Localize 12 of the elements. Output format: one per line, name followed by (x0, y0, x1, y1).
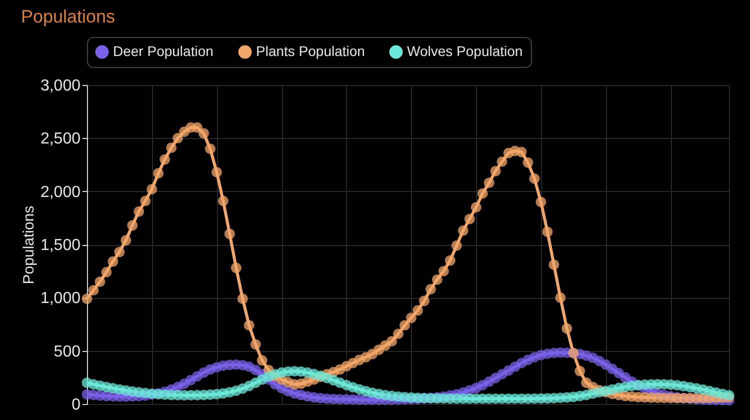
y-axis-title: Populations (20, 206, 38, 284)
y-tick-label: 1,000 (40, 290, 81, 308)
y-tick-label: 3,000 (40, 78, 81, 94)
y-tick-label: 1,500 (40, 237, 81, 254)
legend-label: Wolves Population (407, 43, 523, 59)
legend-label: Deer Population (113, 43, 214, 59)
legend-label: Plants Population (256, 43, 365, 59)
y-tick-label: 0 (72, 396, 81, 414)
chart-title: Populations (20, 6, 116, 26)
y-tick-label: 2,000 (40, 184, 81, 201)
y-tick-label: 2,500 (40, 130, 81, 148)
y-tick-label: 500 (54, 343, 81, 360)
